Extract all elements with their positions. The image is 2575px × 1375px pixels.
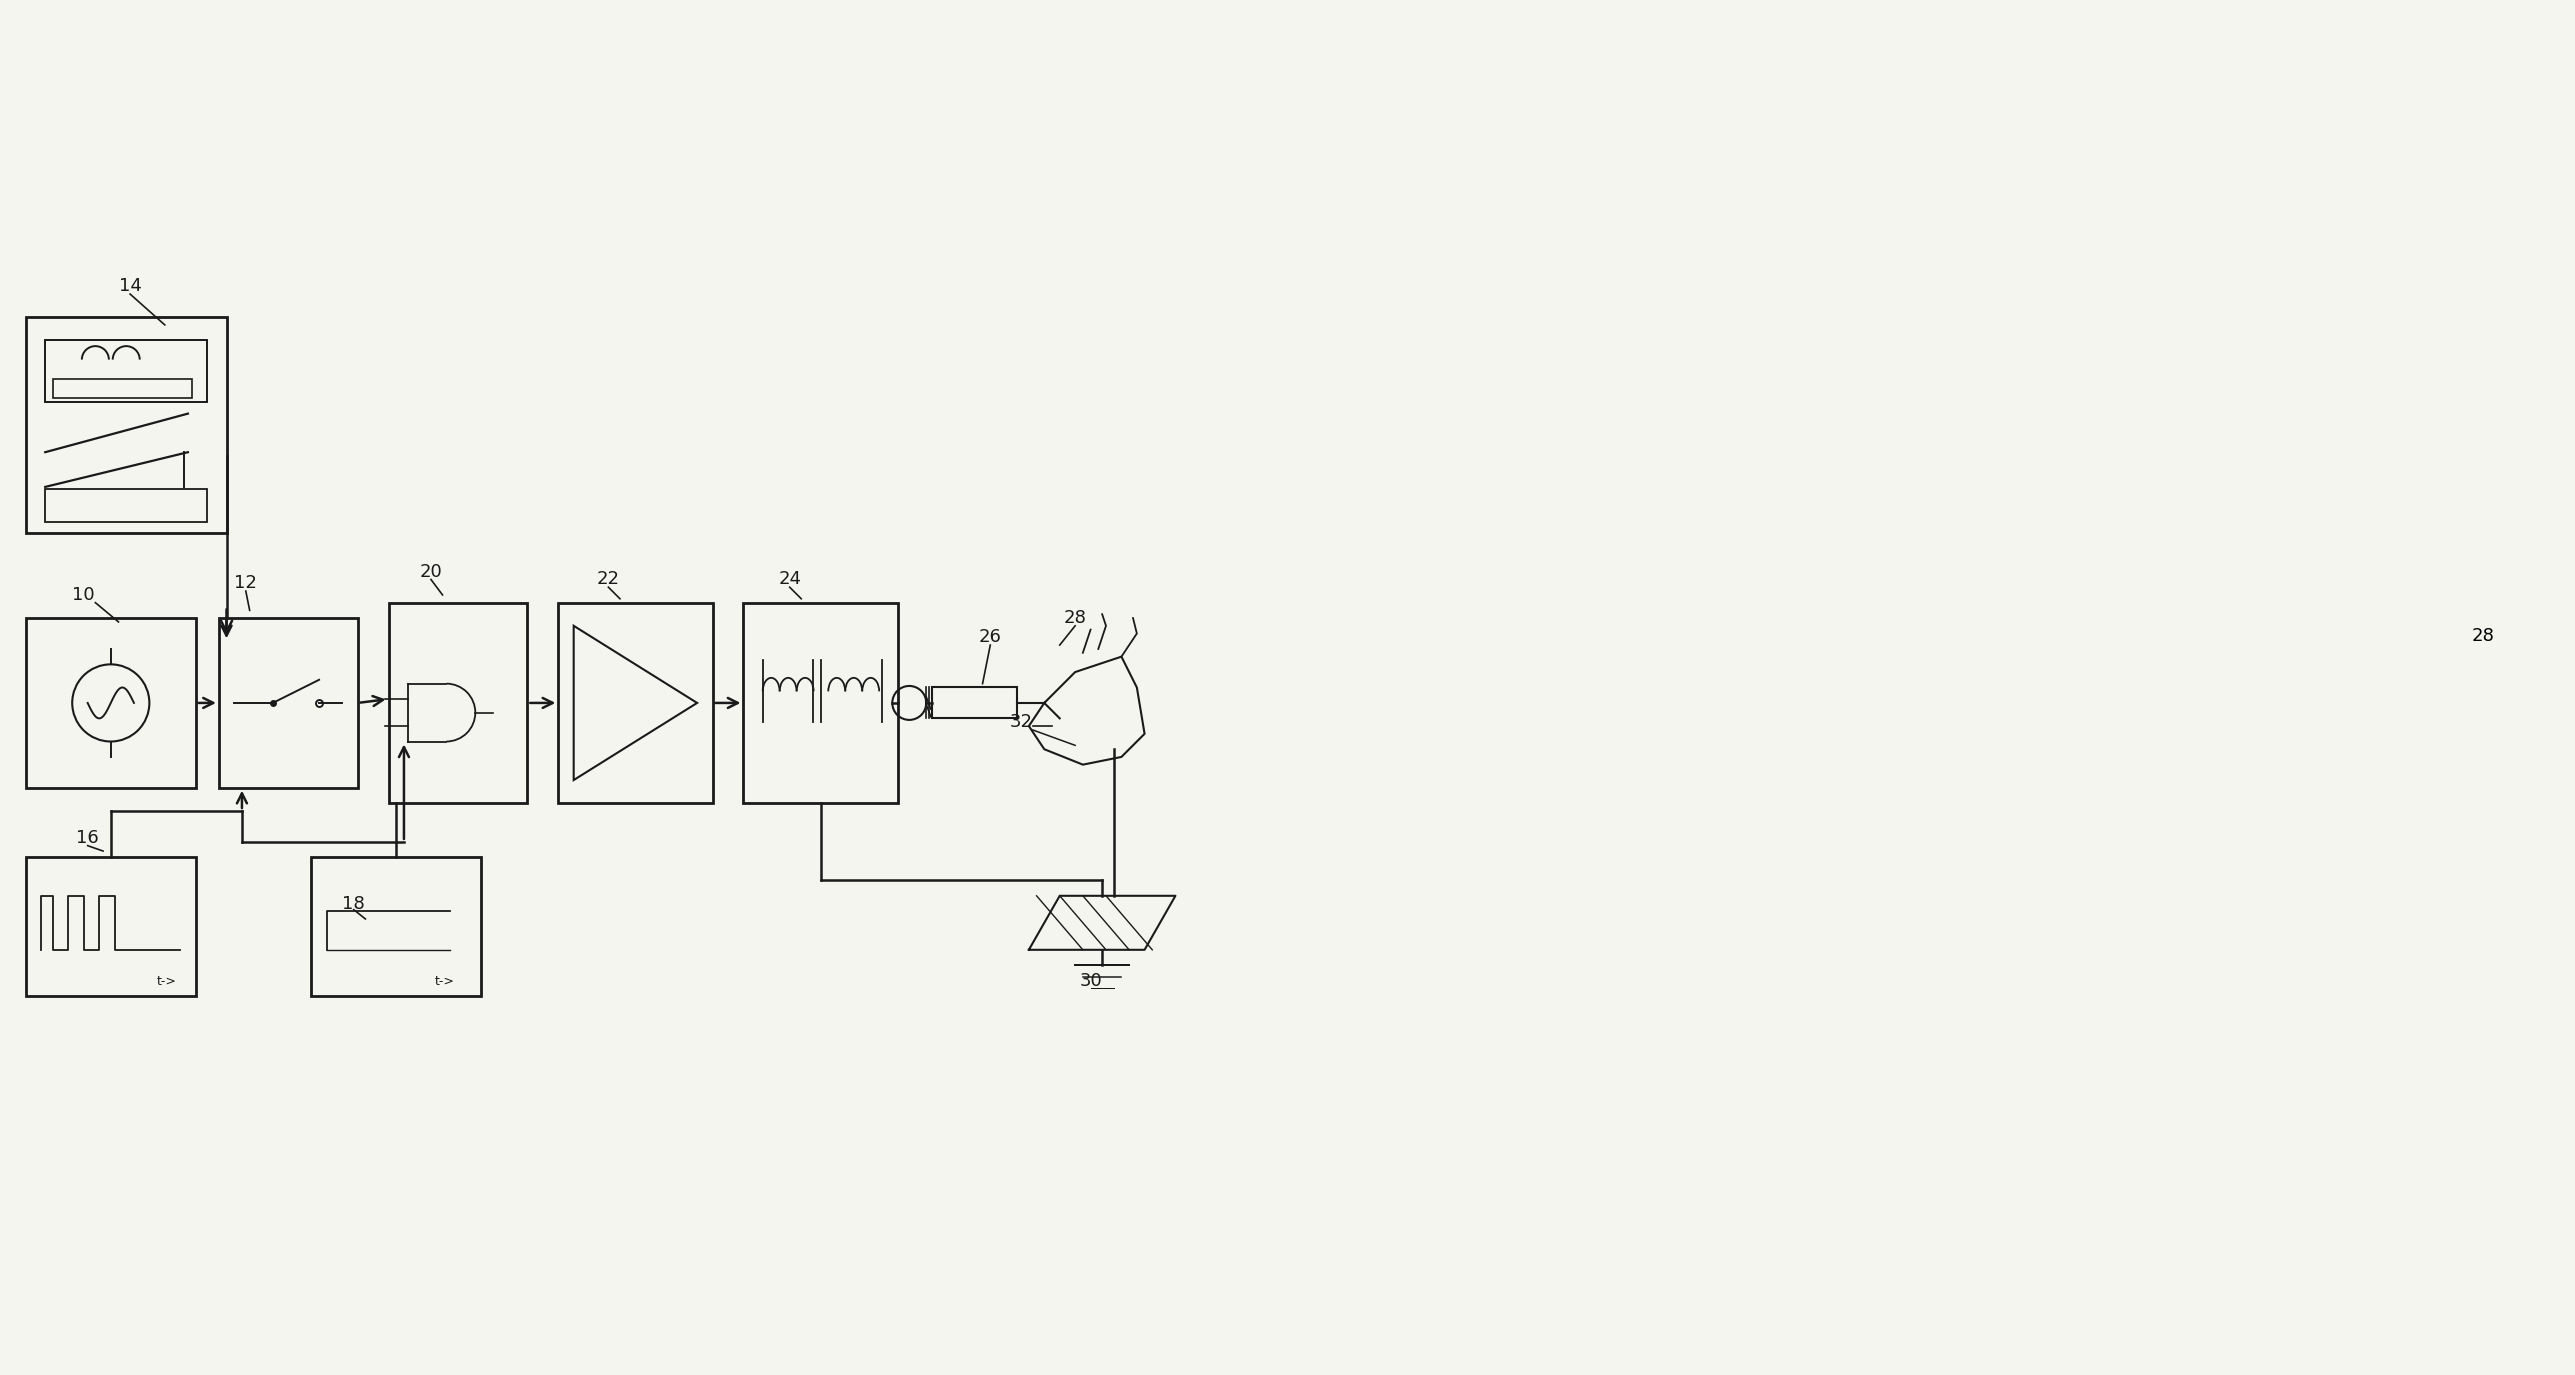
Text: 28: 28 [1063, 609, 1087, 627]
Text: 26: 26 [978, 628, 1002, 646]
Bar [46, 490, 206, 521]
Text: 14: 14 [118, 278, 142, 296]
Text: 32: 32 [1009, 714, 1033, 732]
Text: 20: 20 [420, 562, 443, 580]
Text: 10: 10 [72, 586, 95, 604]
Text: t->: t-> [157, 975, 178, 987]
Bar [312, 857, 482, 996]
Bar [219, 619, 358, 788]
Bar [744, 602, 899, 803]
Text: t->: t-> [435, 975, 456, 987]
Text: 12: 12 [234, 575, 258, 593]
Bar [26, 619, 196, 788]
Text: 24: 24 [778, 571, 801, 588]
Bar [26, 857, 196, 996]
Text: 30: 30 [1079, 972, 1102, 990]
Text: 28: 28 [2472, 627, 2495, 645]
Text: 16: 16 [77, 829, 98, 847]
Bar [26, 318, 227, 534]
Text: 18: 18 [342, 895, 366, 913]
Bar [559, 602, 713, 803]
Bar [46, 341, 206, 402]
Text: 22: 22 [597, 571, 621, 588]
Bar [54, 380, 191, 399]
Bar [932, 688, 1017, 718]
Bar [389, 602, 528, 803]
